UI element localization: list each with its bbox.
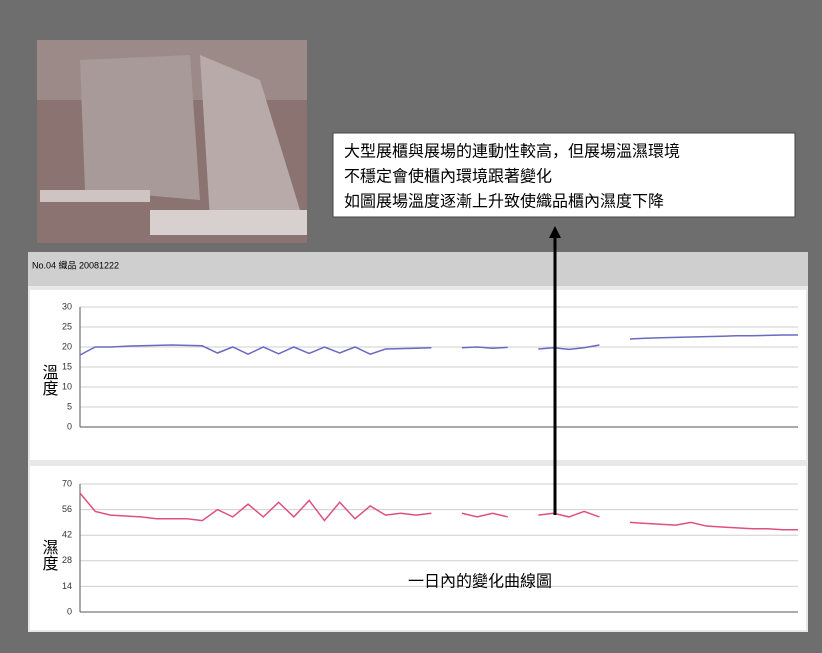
y-tick-label: 30 (62, 301, 72, 311)
y-tick-label: 5 (67, 401, 72, 411)
caption: 一日內的變化曲線圖 (408, 572, 552, 591)
header: No.04 織品 20081222 (32, 259, 119, 270)
y-tick-label: 25 (62, 321, 72, 331)
y-axis-label: 溫度 (40, 364, 59, 396)
y-tick-label: 20 (62, 341, 72, 351)
header-bar (28, 252, 808, 286)
y-tick-label: 14 (62, 581, 72, 591)
y-axis-label: 濕度 (40, 539, 59, 571)
chart-area (30, 290, 806, 460)
chart-area (30, 466, 806, 630)
y-tick-label: 42 (62, 530, 72, 540)
y-tick-label: 15 (62, 361, 72, 371)
callout-line: 不穩定會使櫃內環境跟著變化 (344, 167, 552, 186)
y-tick-label: 0 (67, 421, 72, 431)
y-tick-label: 56 (62, 504, 72, 514)
slide: 大型展櫃與展場的連動性較高，但展場溫濕環境 不穩定會使櫃內環境跟著變化 如圖展場… (0, 0, 822, 653)
y-tick-label: 10 (62, 381, 72, 391)
callout-line: 如圖展場溫度逐漸上升致使織品櫃內濕度下降 (344, 192, 664, 211)
y-tick-label: 28 (62, 555, 72, 565)
y-tick-label: 70 (62, 478, 72, 488)
callout-line: 大型展櫃與展場的連動性較高，但展場溫濕環境 (344, 142, 680, 161)
photo (37, 40, 307, 243)
y-tick-label: 0 (67, 606, 72, 616)
